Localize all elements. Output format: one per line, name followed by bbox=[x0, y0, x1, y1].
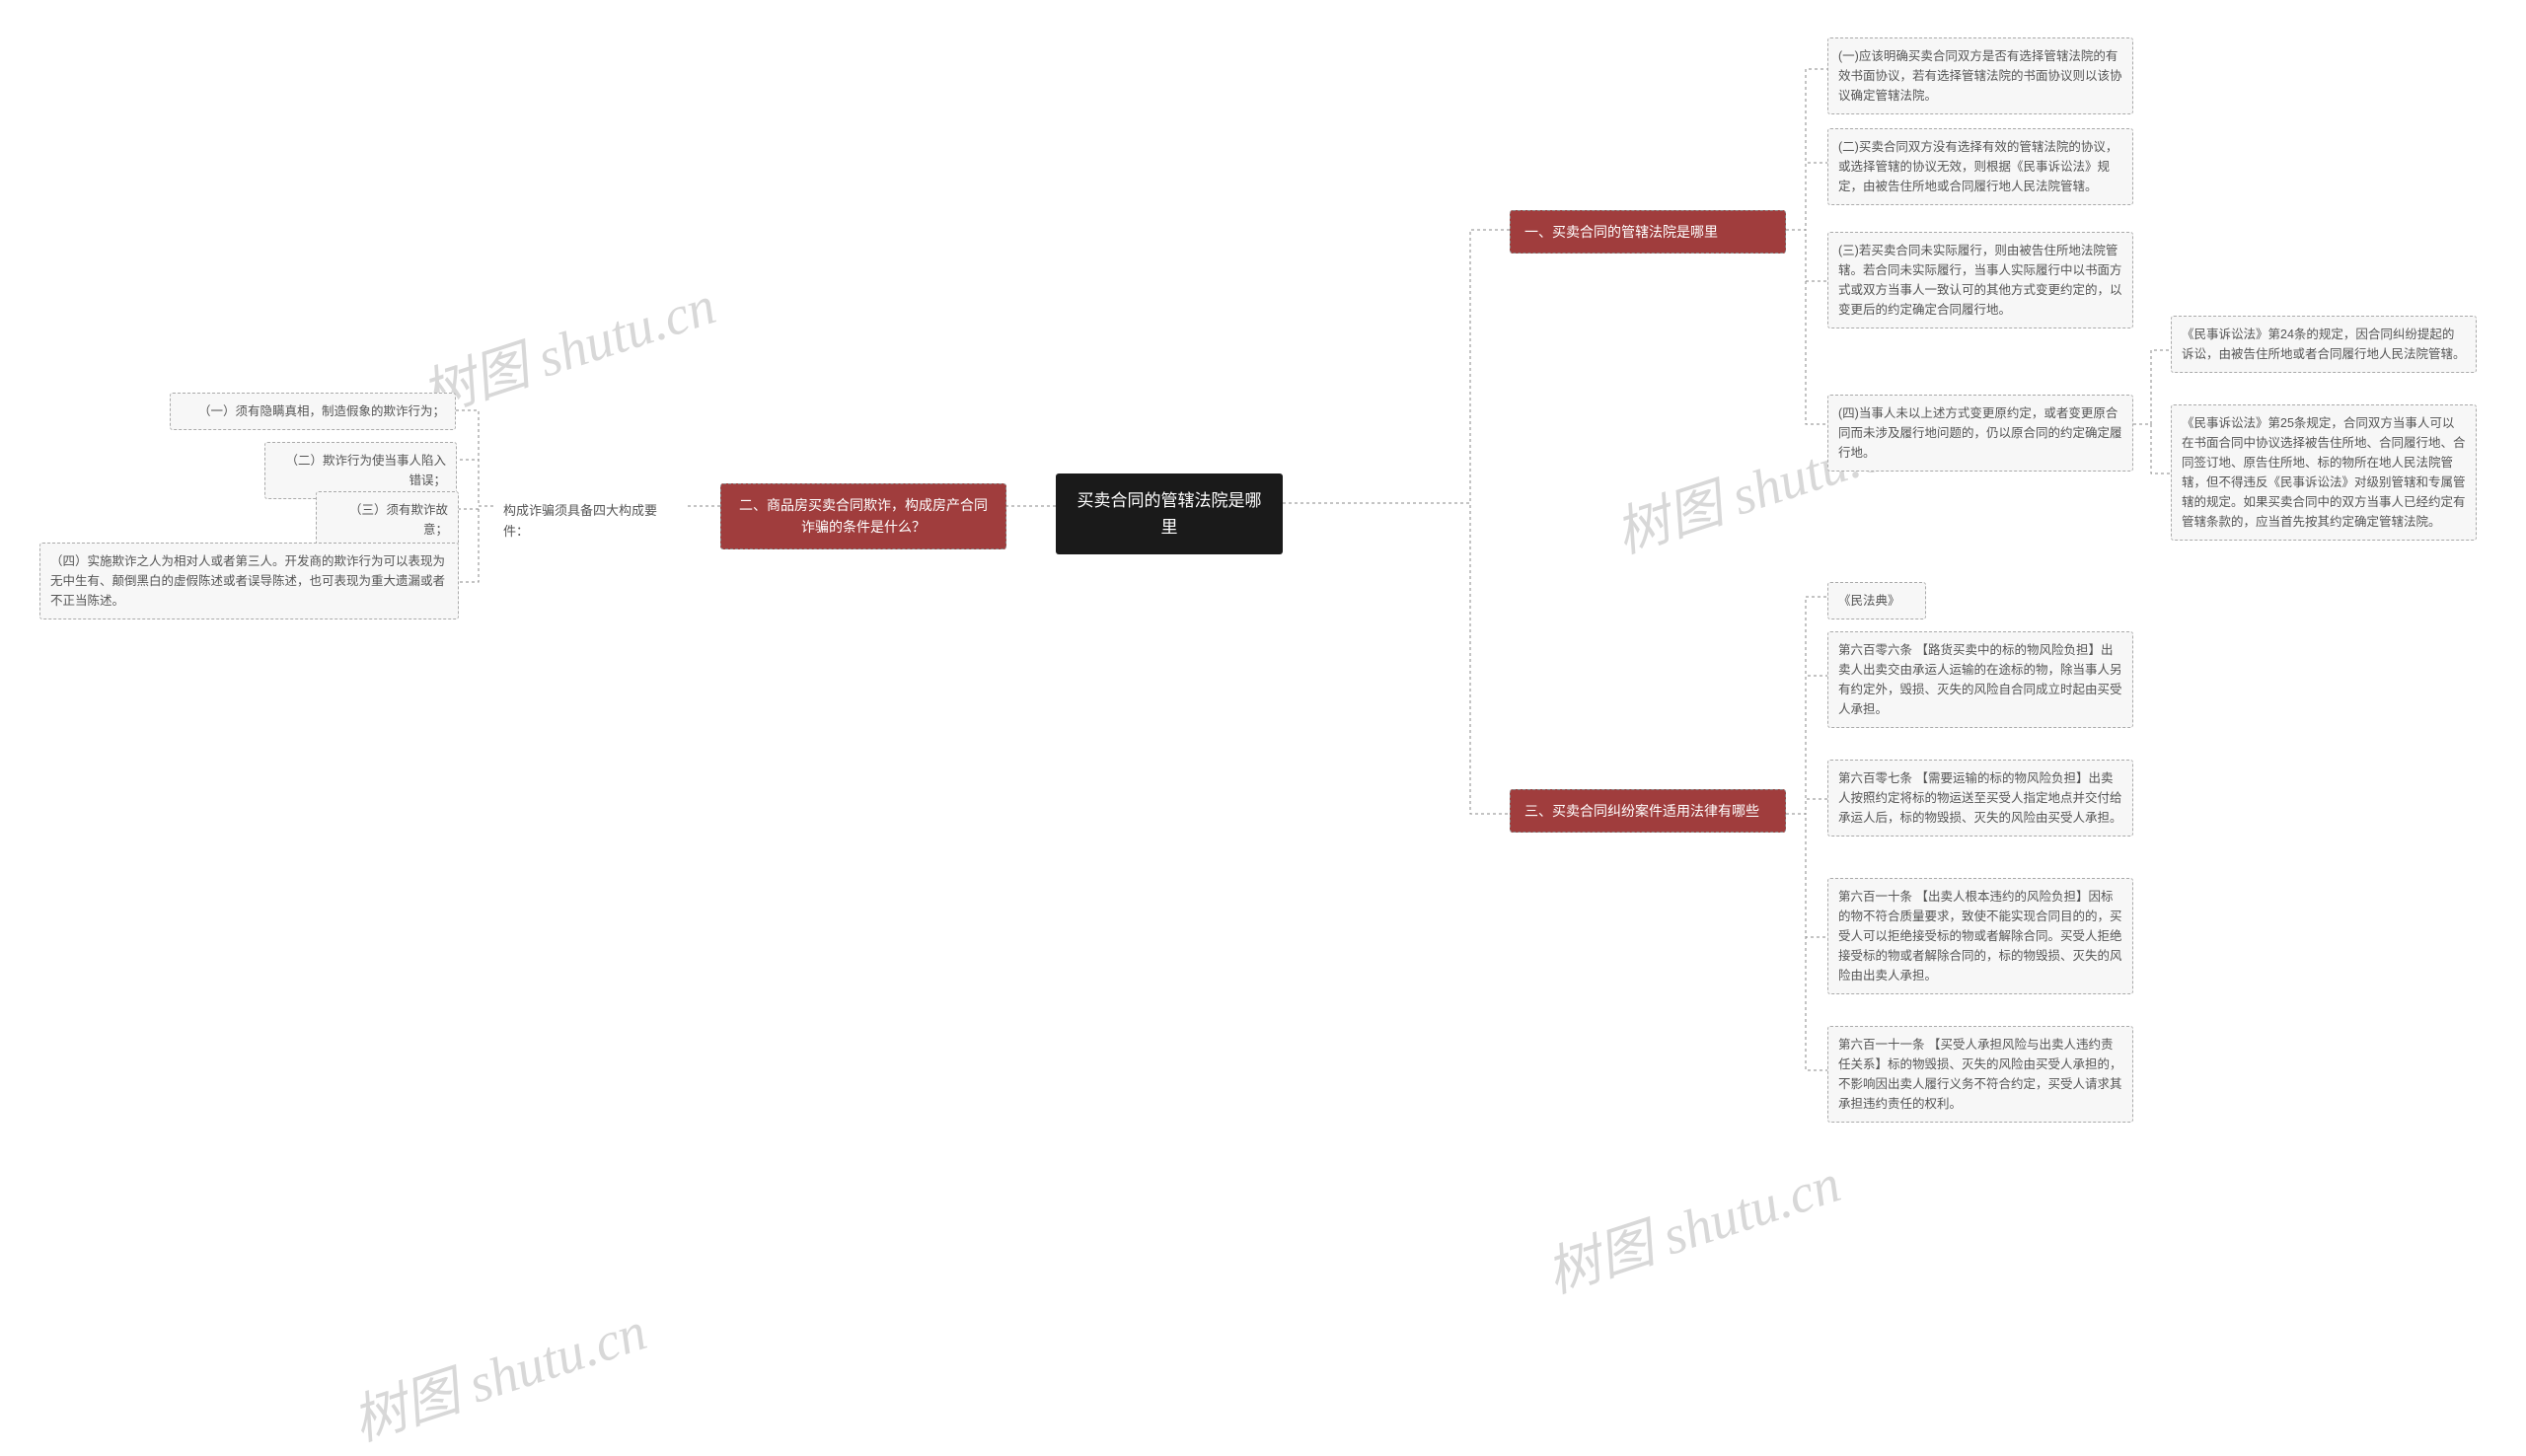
leaf-1-4: (四)当事人未以上述方式变更原约定，或者变更原合同而未涉及履行地问题的，仍以原合… bbox=[1827, 395, 2133, 472]
leaf-1-1: (一)应该明确买卖合同双方是否有选择管辖法院的有效书面协议，若有选择管辖法院的书… bbox=[1827, 37, 2133, 114]
leaf-1-3: (三)若买卖合同未实际履行，则由被告住所地法院管辖。若合同未实际履行，当事人实际… bbox=[1827, 232, 2133, 328]
leaf-1-4a: 《民事诉讼法》第24条的规定，因合同纠纷提起的诉讼，由被告住所地或者合同履行地人… bbox=[2171, 316, 2477, 373]
leaf-3-2: 第六百零七条 【需要运输的标的物风险负担】出卖人按照约定将标的物运送至买受人指定… bbox=[1827, 760, 2133, 837]
watermark: 树图 shutu.cn bbox=[409, 260, 723, 429]
branch-2: 二、商品房买卖合同欺诈，构成房产合同诈骗的条件是什么？ bbox=[720, 483, 1006, 549]
leaf-1-2: (二)买卖合同双方没有选择有效的管辖法院的协议，或选择管辖的协议无效，则根据《民… bbox=[1827, 128, 2133, 205]
leaf-2-3: （三）须有欺诈故意； bbox=[316, 491, 459, 548]
branch-3: 三、买卖合同纠纷案件适用法律有哪些 bbox=[1510, 789, 1786, 833]
watermark: 树图 shutu.cn bbox=[340, 1286, 654, 1455]
leaf-3-0: 《民法典》 bbox=[1827, 582, 1926, 619]
center-topic: 买卖合同的管辖法院是哪里 bbox=[1056, 473, 1283, 554]
leaf-3-3: 第六百一十条 【出卖人根本违约的风险负担】因标的物不符合质量要求，致使不能实现合… bbox=[1827, 878, 2133, 994]
leaf-3-4: 第六百一十一条 【买受人承担风险与出卖人违约责任关系】标的物毁损、灭失的风险由买… bbox=[1827, 1026, 2133, 1123]
mid-2: 构成诈骗须具备四大构成要件： bbox=[493, 493, 686, 550]
connectors bbox=[0, 0, 2526, 1410]
leaf-3-1: 第六百零六条 【路货买卖中的标的物风险负担】出卖人出卖交由承运人运输的在途标的物… bbox=[1827, 631, 2133, 728]
leaf-2-1: （一）须有隐瞒真相，制造假象的欺诈行为； bbox=[170, 393, 456, 430]
leaf-1-4b: 《民事诉讼法》第25条规定，合同双方当事人可以在书面合同中协议选择被告住所地、合… bbox=[2171, 404, 2477, 541]
watermark: 树图 shutu.cn bbox=[1534, 1138, 1848, 1307]
leaf-2-4: （四）实施欺诈之人为相对人或者第三人。开发商的欺诈行为可以表现为无中生有、颠倒黑… bbox=[39, 543, 459, 619]
branch-1: 一、买卖合同的管辖法院是哪里 bbox=[1510, 210, 1786, 254]
